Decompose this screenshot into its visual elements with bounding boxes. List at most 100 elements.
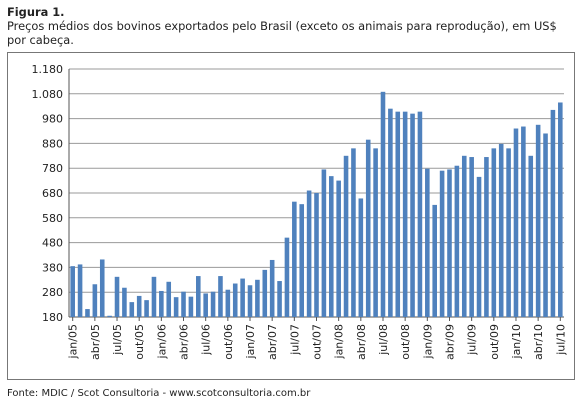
x-tick-label: out/05	[133, 324, 146, 360]
bar-fev-07	[255, 279, 260, 317]
bar-nov-05	[144, 300, 149, 317]
y-tick-label: 480	[42, 237, 63, 250]
bar-mai-09	[454, 165, 460, 317]
bar-out-07	[314, 193, 319, 317]
y-tick-label: 580	[42, 212, 63, 225]
x-tick-label: out/06	[222, 324, 235, 360]
y-tick-label: 680	[42, 187, 63, 200]
bar-set-05	[129, 302, 135, 317]
x-tick-label: abr/07	[266, 324, 279, 360]
bar-out-05	[136, 295, 142, 317]
bar-jul-09	[469, 157, 474, 317]
bar-abr-08	[358, 198, 364, 317]
bar-set-08	[395, 111, 401, 317]
x-tick-label: jan/05	[67, 324, 80, 359]
bar-nov-08	[410, 113, 415, 317]
bar-abr-05	[92, 284, 98, 317]
x-tick-label: out/08	[399, 324, 412, 360]
x-tick-label: jan/09	[421, 324, 434, 359]
bar-dez-07	[328, 176, 334, 317]
x-tick-label: abr/05	[89, 324, 102, 360]
bar-mar-08	[351, 148, 356, 317]
x-tick-label: abr/06	[178, 324, 191, 360]
bar-mar-07	[262, 269, 268, 317]
bar-out-08	[402, 111, 408, 317]
bar-dez-06	[240, 278, 245, 317]
x-tick-label: jul/07	[288, 324, 301, 356]
bar-mar-09	[439, 170, 445, 317]
bar-jan-08	[336, 180, 341, 317]
bar-jul-07	[292, 201, 297, 317]
bar-fev-10	[521, 126, 526, 317]
bar-abr-09	[447, 169, 452, 317]
bar-jan-05	[70, 266, 75, 317]
bar-ago-09	[476, 176, 482, 317]
bar-dez-09	[506, 148, 511, 317]
x-tick-label: jan/06	[155, 324, 168, 359]
y-tick-label: 980	[42, 113, 63, 126]
bar-mar-05	[85, 309, 90, 317]
chart-frame: 180 280 380 480 580 680 780 880 980 1.080 1.180 jan…	[7, 52, 575, 380]
bar-fev-09	[432, 204, 437, 317]
figure-label: Figura 1.	[7, 5, 65, 19]
bar-jan-06	[159, 290, 164, 317]
bar-ago-06	[210, 291, 216, 317]
bar-out-09	[491, 148, 497, 317]
bar-fev-06	[166, 281, 172, 317]
bar-nov-06	[232, 283, 238, 317]
x-tick-label: out/07	[311, 324, 324, 360]
bar-mai-07	[277, 281, 282, 317]
bar-nov-09	[498, 143, 504, 317]
bar-ago-08	[388, 108, 393, 318]
bar-mai-06	[188, 296, 194, 317]
y-tick-label: 880	[42, 137, 63, 150]
x-tick-label: jul/08	[377, 324, 390, 356]
x-tick-label: jan/10	[510, 324, 523, 359]
figure-heading: Figura 1. Preços médios dos bovinos expo…	[7, 5, 573, 47]
y-tick-label: 1.180	[32, 63, 64, 76]
y-tick-label: 280	[42, 286, 63, 299]
bar-mar-06	[173, 297, 179, 317]
bar-jun-07	[284, 237, 290, 317]
x-tick-label: jul/09	[466, 324, 479, 356]
bar-jul-08	[380, 91, 386, 317]
bar-jul-06	[203, 293, 208, 317]
x-tick-label: abr/09	[443, 324, 456, 360]
y-tick-label: 780	[42, 162, 63, 175]
bar-jul-05	[114, 276, 120, 317]
bar-abr-10	[535, 124, 541, 317]
bar-ago-07	[299, 204, 305, 317]
bar-out-06	[225, 289, 231, 317]
bar-jun-06	[196, 276, 201, 317]
bar-fev-05	[77, 264, 83, 317]
bar-set-09	[484, 157, 489, 317]
bar-dez-05	[151, 276, 157, 317]
bar-jun-05	[107, 315, 112, 317]
bar-jun-08	[373, 148, 378, 317]
x-tick-label: jul/06	[200, 324, 213, 356]
bar-chart: 180 280 380 480 580 680 780 880 980 1.080 1.180 jan…	[32, 63, 568, 360]
bar-jan-09	[425, 168, 430, 317]
bar-jun-09	[461, 155, 467, 317]
bar-ago-05	[122, 287, 127, 317]
bar-mar-10	[528, 155, 534, 317]
y-tick-label: 180	[42, 311, 63, 324]
bar-jan-10	[513, 128, 519, 317]
x-tick-label: jan/08	[333, 324, 346, 359]
bar-fev-08	[343, 155, 349, 317]
y-tick-label: 380	[42, 261, 63, 274]
bar-jul-10	[558, 102, 563, 317]
bar-set-07	[306, 190, 312, 317]
x-tick-label: jul/10	[554, 324, 567, 356]
bar-abr-06	[181, 291, 186, 317]
bar-jun-10	[550, 109, 556, 317]
source-note: Fonte: MDIC / Scot Consultoria - www.sco…	[7, 388, 311, 399]
bar-jan-07	[247, 285, 253, 317]
x-tick-label: abr/10	[532, 324, 545, 360]
bar-mai-10	[543, 133, 548, 317]
bar-dez-08	[417, 111, 423, 317]
figure-caption: Preços médios dos bovinos exportados pel…	[7, 19, 557, 47]
bar-set-06	[218, 276, 223, 317]
x-tick-label: jul/05	[111, 324, 124, 356]
bar-abr-07	[269, 259, 275, 317]
